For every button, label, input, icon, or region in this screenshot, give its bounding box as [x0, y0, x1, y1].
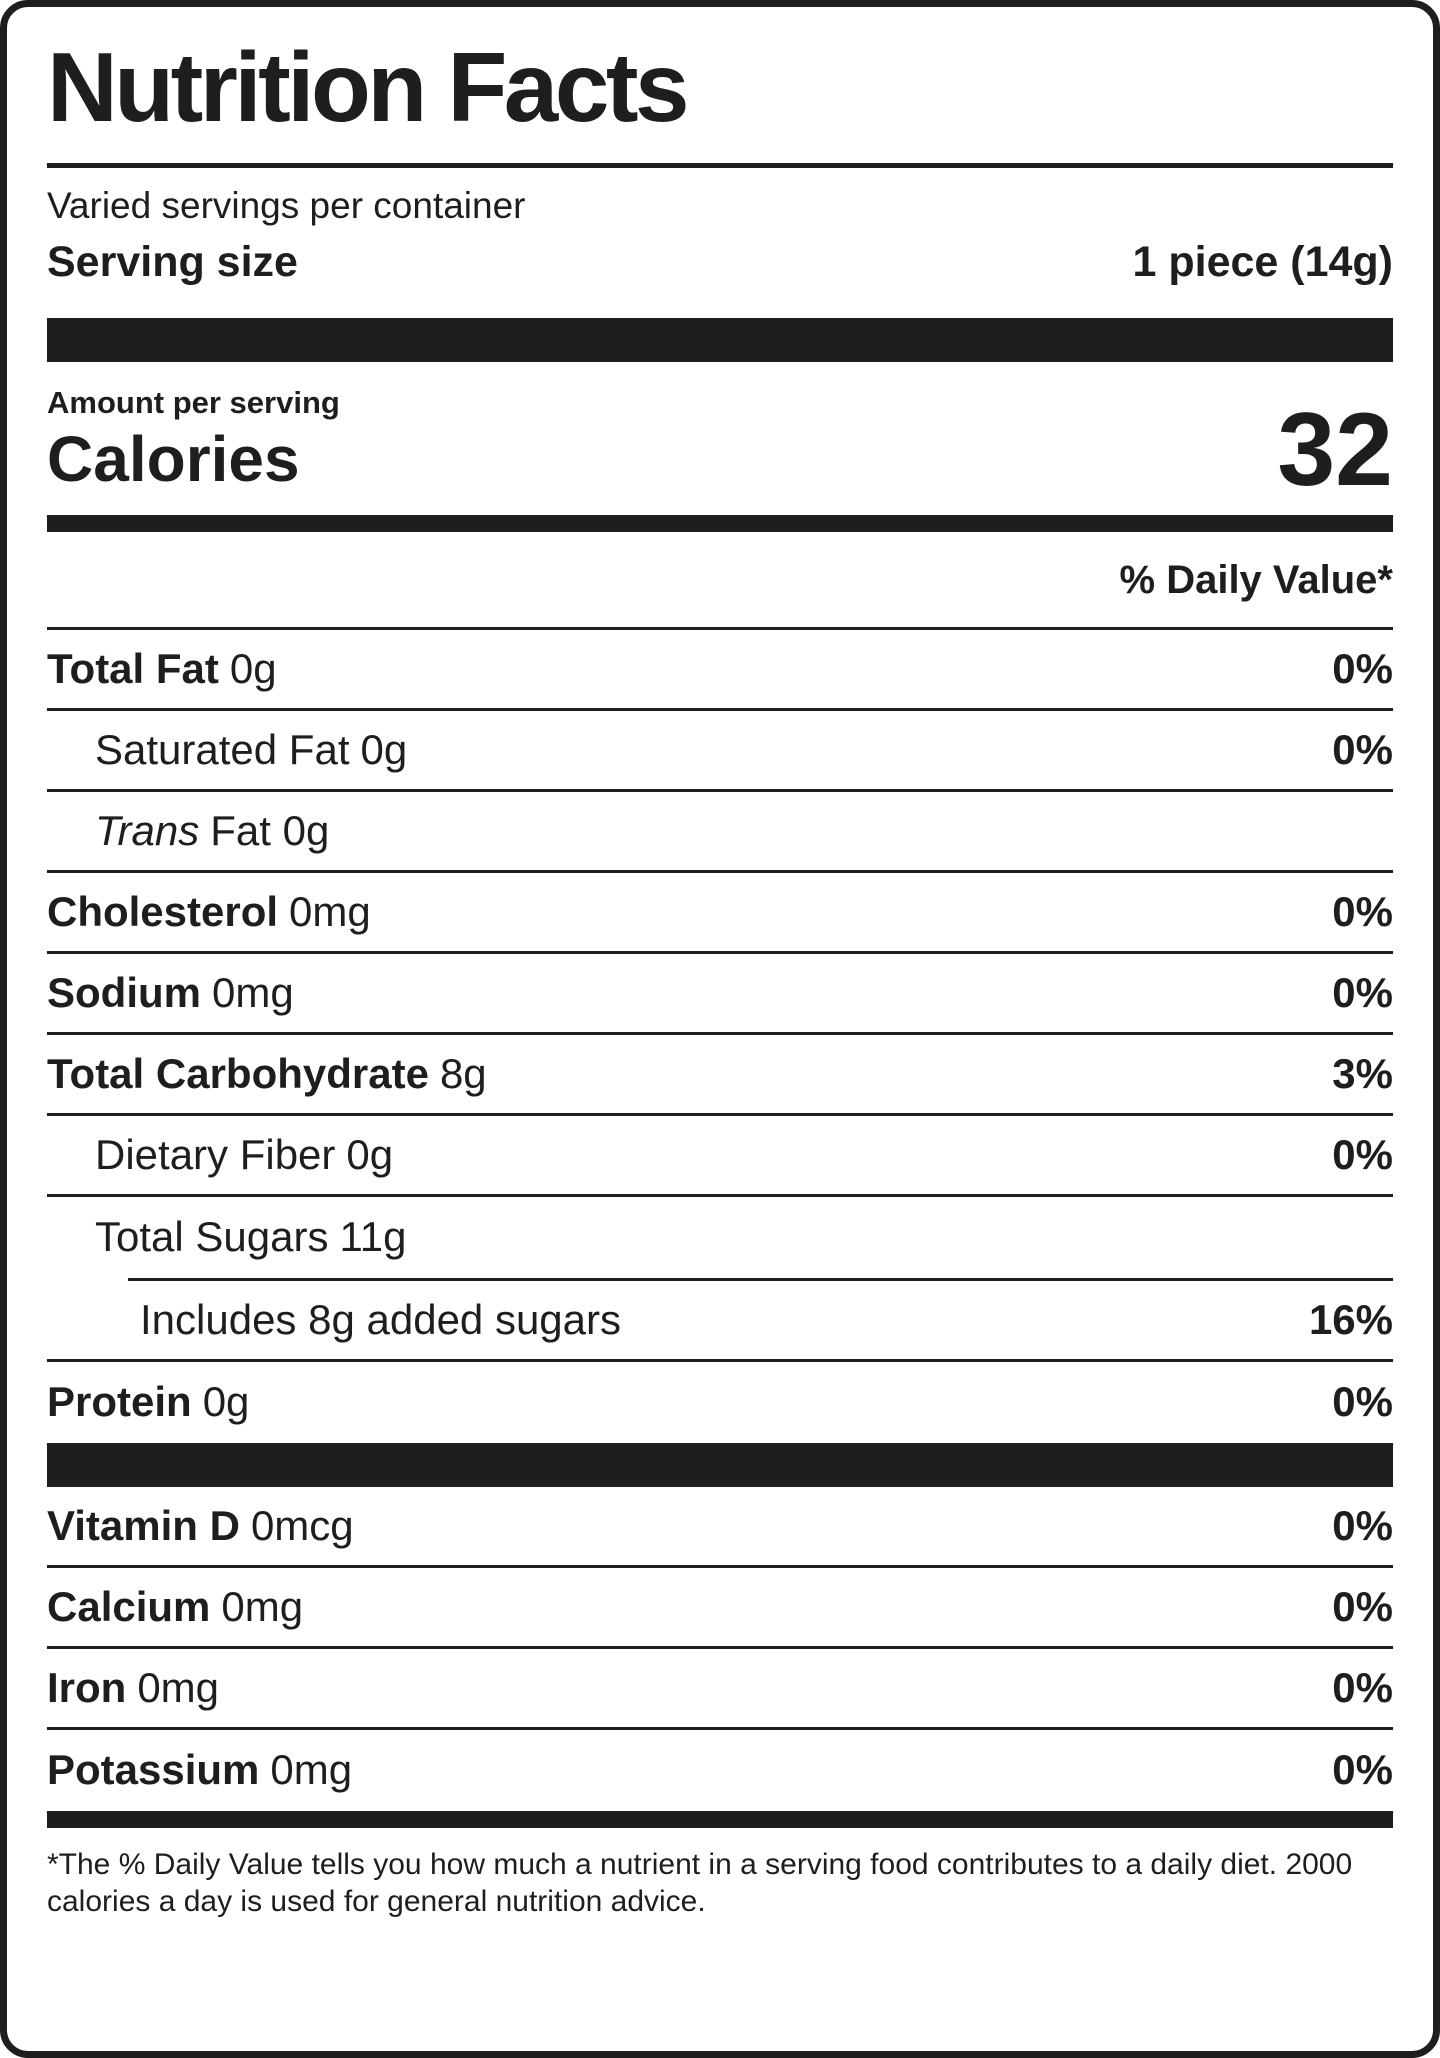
- nutrient-label: Iron 0mg: [47, 1664, 219, 1712]
- nutrient-name: Vitamin D: [47, 1501, 240, 1549]
- daily-value: 0%: [1332, 1663, 1393, 1711]
- nutrient-name: Dietary Fiber: [95, 1130, 336, 1178]
- thick-divider-top: [47, 317, 1393, 362]
- nutrient-name: Includes 8g added sugars: [140, 1295, 622, 1343]
- calories-label: Calories: [47, 422, 300, 495]
- daily-value: 0%: [1332, 1378, 1393, 1426]
- medium-divider-footnote: [47, 1810, 1393, 1828]
- nutrient-amount: 0g: [360, 725, 408, 773]
- nutrient-row-protein: Protein 0g 0%: [47, 1362, 1393, 1443]
- nutrient-label: Trans Fat 0g: [47, 807, 329, 855]
- daily-value-header: % Daily Value*: [47, 532, 1393, 630]
- nutrient-row-trans-fat: Trans Fat 0g: [47, 792, 1393, 873]
- calories-left: Amount per serving Calories: [47, 384, 340, 495]
- calories-value: 32: [1277, 391, 1393, 508]
- nutrient-label: Includes 8g added sugars: [47, 1296, 621, 1344]
- nutrient-amount: 0g: [346, 1130, 394, 1178]
- daily-value: 0%: [1332, 887, 1393, 935]
- daily-value: 3%: [1332, 1049, 1393, 1097]
- nutrient-row-iron: Iron 0mg 0%: [47, 1649, 1393, 1730]
- nutrient-amount: Fat 0g: [210, 806, 330, 854]
- nutrient-name: Protein: [47, 1378, 192, 1426]
- nutrient-amount: 0mg: [212, 968, 294, 1016]
- nutrient-row-total-carbohydrate: Total Carbohydrate 8g 3%: [47, 1035, 1393, 1116]
- nutrient-name: Trans: [95, 806, 200, 854]
- nutrient-row-potassium: Potassium 0mg 0%: [47, 1730, 1393, 1811]
- nutrient-row-sodium: Sodium 0mg 0%: [47, 954, 1393, 1035]
- nutrient-amount: 0mg: [137, 1663, 220, 1711]
- amount-per-serving-label: Amount per serving: [47, 384, 340, 420]
- daily-value: 0%: [1332, 1130, 1393, 1178]
- title-divider: [47, 162, 1393, 168]
- nutrient-amount: 0mg: [289, 887, 371, 935]
- nutrient-label: Saturated Fat 0g: [47, 726, 407, 774]
- nutrient-amount: 0mg: [221, 1582, 304, 1630]
- nutrient-row-vitamin-d: Vitamin D 0mcg 0%: [47, 1487, 1393, 1568]
- nutrient-row-added-sugars: Includes 8g added sugars 16%: [47, 1281, 1393, 1362]
- daily-value: 0%: [1332, 968, 1393, 1016]
- nutrient-row-total-sugars: Total Sugars 11g: [47, 1197, 1393, 1278]
- serving-size-row: Serving size 1 piece (14g): [47, 238, 1393, 287]
- nutrient-label: Vitamin D 0mcg: [47, 1502, 354, 1550]
- nutrient-row-saturated-fat: Saturated Fat 0g 0%: [47, 711, 1393, 792]
- nutrient-amount: 0g: [202, 1378, 250, 1426]
- nutrient-label: Dietary Fiber 0g: [47, 1131, 393, 1179]
- nutrient-label: Cholesterol 0mg: [47, 888, 371, 936]
- nutrient-name: Cholesterol: [47, 887, 279, 935]
- nutrient-name: Calcium: [47, 1582, 211, 1630]
- label-title: Nutrition Facts: [47, 32, 689, 142]
- nutrient-row-cholesterol: Cholesterol 0mg 0%: [47, 873, 1393, 954]
- nutrient-name: Sodium: [47, 968, 201, 1016]
- nutrient-label: Potassium 0mg: [47, 1746, 352, 1794]
- nutrient-label: Total Carbohydrate 8g: [47, 1050, 487, 1098]
- daily-value: 0%: [1332, 644, 1393, 692]
- nutrient-amount: 0mg: [270, 1746, 353, 1794]
- nutrient-name: Iron: [47, 1663, 127, 1711]
- nutrient-amount: 0g: [229, 644, 277, 692]
- nutrient-amount: 8g: [439, 1049, 487, 1097]
- nutrient-name: Total Sugars: [95, 1213, 329, 1261]
- daily-value: 0%: [1332, 1582, 1393, 1630]
- daily-value: 0%: [1332, 1746, 1393, 1794]
- daily-value: 0%: [1332, 725, 1393, 773]
- nutrient-name: Saturated Fat: [95, 725, 350, 773]
- medium-divider-calories: [47, 514, 1393, 532]
- nutrient-label: Sodium 0mg: [47, 969, 294, 1017]
- nutrient-label: Protein 0g: [47, 1378, 249, 1426]
- nutrient-name: Total Fat: [47, 644, 219, 692]
- nutrient-amount: 0mcg: [250, 1501, 354, 1549]
- nutrient-name: Potassium: [47, 1746, 260, 1794]
- servings-per-container: Varied servings per container: [47, 184, 526, 226]
- nutrient-label: Total Sugars 11g: [47, 1213, 406, 1261]
- footnote-text: *The % Daily Value tells you how much a …: [47, 1847, 1353, 1919]
- serving-size-value: 1 piece (14g): [1132, 238, 1394, 287]
- daily-value: 0%: [1332, 1501, 1393, 1549]
- nutrient-row-dietary-fiber: Dietary Fiber 0g 0%: [47, 1116, 1393, 1197]
- nutrient-label: Total Fat 0g: [47, 645, 277, 693]
- nutrient-name: Total Carbohydrate: [47, 1049, 429, 1097]
- nutrient-amount: 11g: [339, 1213, 407, 1261]
- nutrient-row-calcium: Calcium 0mg 0%: [47, 1568, 1393, 1649]
- serving-size-label: Serving size: [47, 238, 298, 287]
- calories-section: Amount per serving Calories 32: [47, 384, 1393, 508]
- daily-value: 16%: [1308, 1295, 1393, 1343]
- indented-divider: [128, 1277, 1393, 1281]
- nutrient-label: Calcium 0mg: [47, 1583, 303, 1631]
- thick-divider-micronutrients: [47, 1442, 1393, 1487]
- nutrient-row-total-fat: Total Fat 0g 0%: [47, 630, 1393, 711]
